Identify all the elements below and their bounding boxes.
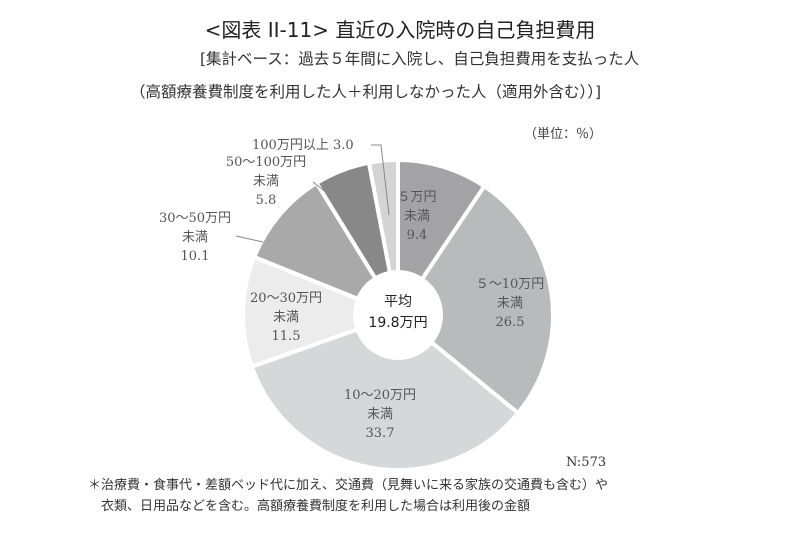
label-qualifier: 未満 bbox=[181, 230, 208, 245]
donut-hole bbox=[353, 270, 443, 360]
label-range: ５万円 bbox=[397, 190, 437, 205]
leader-lines bbox=[235, 144, 390, 243]
slice-label-5-10: ５～10万円 未満 26.5 bbox=[470, 275, 550, 332]
chart-subtitle-line1: [集計ベース：過去５年間に入院し、自己負担費用を支払った人 bbox=[200, 50, 640, 68]
slice-label-100plus: 100万円以上 3.0 bbox=[252, 136, 354, 155]
label-range-value: 100万円以上 3.0 bbox=[252, 138, 354, 153]
label-range: 20～30万円 bbox=[249, 291, 323, 306]
pie-slice bbox=[249, 313, 521, 472]
pie-slice bbox=[396, 184, 555, 416]
label-qualifier: 未満 bbox=[272, 310, 299, 325]
slice-label-50-100: 50～100万円 未満 5.8 bbox=[221, 153, 311, 210]
average-annotation: 平均 19.8万円 bbox=[353, 292, 443, 334]
label-range: ５～10万円 bbox=[475, 277, 545, 292]
label-value: 11.5 bbox=[271, 329, 301, 344]
label-qualifier: 未満 bbox=[496, 296, 523, 311]
label-value: 33.7 bbox=[365, 426, 395, 441]
sample-size: N:573 bbox=[566, 455, 607, 470]
average-label: 平均 bbox=[384, 294, 412, 310]
label-qualifier: 未満 bbox=[366, 407, 393, 422]
chart-subtitle-line2: （高額療養費制度を利用した人＋利用しなかった人（適用外含む））] bbox=[130, 83, 602, 101]
footnote-line2: 衣類、日用品などを含む。高額療養費制度を利用した場合は利用後の金額 bbox=[88, 499, 531, 514]
slice-label-under5: ５万円 未満 9.4 bbox=[392, 188, 442, 245]
chart-title: <図表 II-11> 直近の入院時の自己負担費用 bbox=[204, 18, 596, 42]
label-range: 10～20万円 bbox=[343, 388, 417, 403]
unit-label: （単位：％） bbox=[524, 127, 603, 142]
label-value: 5.8 bbox=[255, 193, 277, 208]
slice-label-20-30: 20～30万円 未満 11.5 bbox=[246, 289, 326, 346]
label-qualifier: 未満 bbox=[403, 209, 430, 224]
footnote: ＊治療費・食事代・差額ベッド代に加え、交通費（見舞いに来る家族の交通費も含む）や… bbox=[88, 475, 608, 517]
pie-slice bbox=[241, 255, 400, 369]
label-range: 30～50万円 bbox=[158, 211, 232, 226]
pie-slice bbox=[252, 181, 400, 317]
footnote-line1: ＊治療費・食事代・差額ベッド代に加え、交通費（見舞いに来る家族の交通費も含む）や bbox=[88, 478, 609, 493]
label-value: 26.5 bbox=[495, 315, 525, 330]
leader-line-50-100 bbox=[312, 181, 364, 222]
label-range: 50～100万円 bbox=[225, 155, 307, 170]
label-qualifier: 未満 bbox=[252, 174, 279, 189]
average-value: 19.8万円 bbox=[368, 315, 428, 331]
slice-label-30-50: 30～50万円 未満 10.1 bbox=[150, 209, 240, 266]
label-value: 10.1 bbox=[180, 249, 210, 264]
leader-line-100plus bbox=[371, 144, 390, 216]
slice-label-10-20: 10～20万円 未満 33.7 bbox=[335, 386, 425, 443]
label-value: 9.4 bbox=[406, 228, 428, 243]
leader-line-30-50 bbox=[235, 235, 264, 243]
